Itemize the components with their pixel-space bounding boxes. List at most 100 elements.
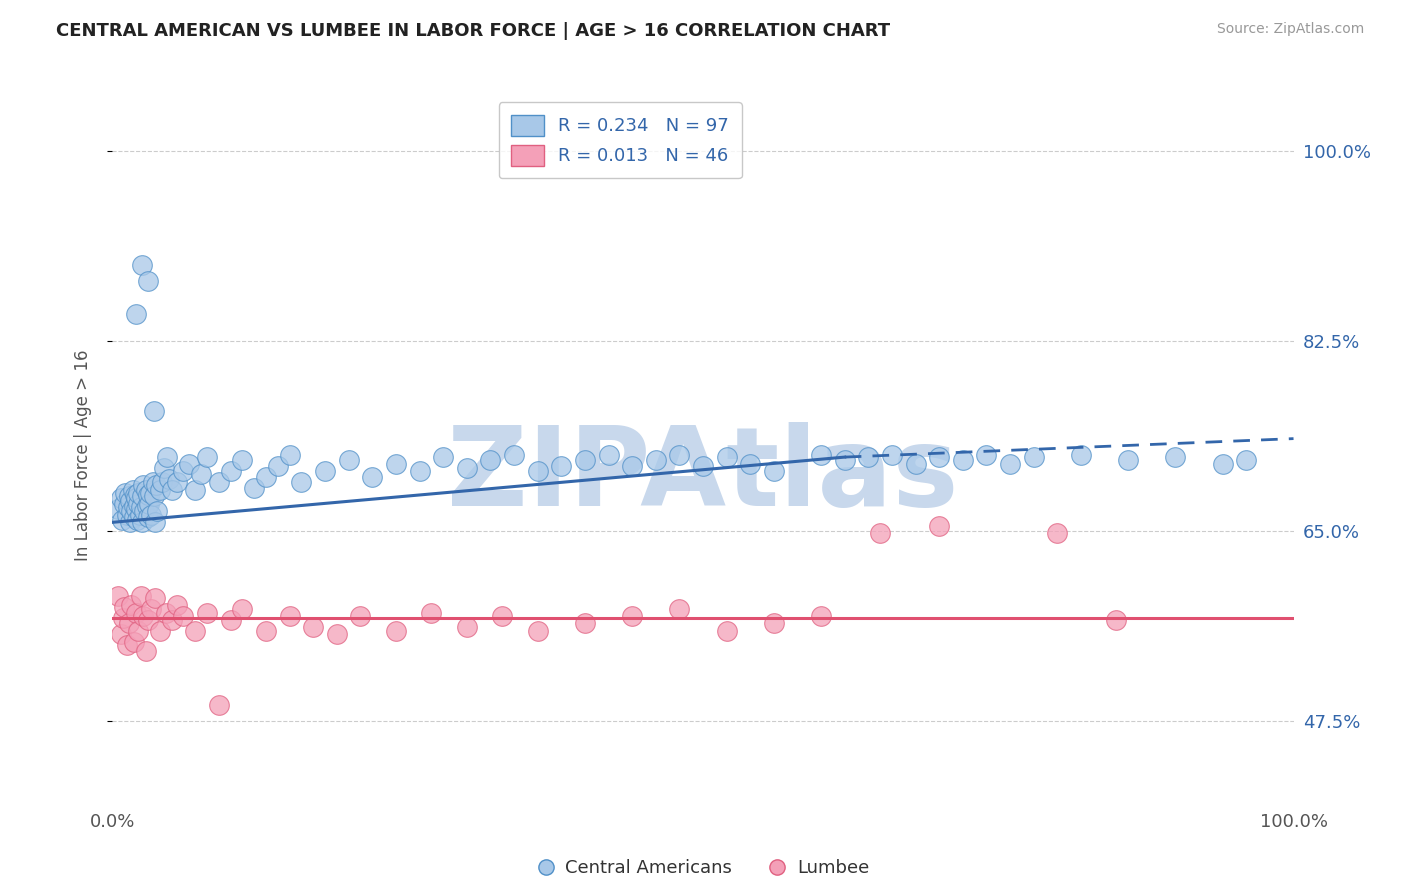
Point [155, 606, 177, 620]
Point [810, 608, 832, 623]
Point [491, 608, 513, 623]
Point [219, 613, 242, 627]
Point [111, 513, 134, 527]
Point [290, 475, 312, 489]
Point [456, 461, 478, 475]
Point [184, 624, 207, 638]
Point [142, 404, 165, 418]
Point [142, 475, 165, 489]
Point [107, 502, 129, 516]
Point [115, 638, 138, 652]
Point [131, 489, 153, 503]
Point [115, 508, 138, 522]
Point [122, 499, 145, 513]
Point [254, 624, 277, 638]
Point [112, 497, 135, 511]
Point [243, 481, 266, 495]
Point [550, 458, 572, 473]
Point [976, 448, 998, 462]
Point [141, 508, 163, 522]
Point [928, 518, 950, 533]
Point [157, 472, 180, 486]
Point [952, 453, 974, 467]
Point [125, 491, 148, 506]
Point [385, 624, 408, 638]
Point [120, 493, 142, 508]
Point [131, 516, 153, 530]
Point [136, 509, 159, 524]
Point [122, 635, 145, 649]
Point [810, 448, 832, 462]
Point [125, 502, 148, 516]
Point [107, 589, 129, 603]
Point [110, 491, 132, 506]
Point [120, 504, 142, 518]
Point [134, 504, 156, 518]
Point [156, 450, 179, 464]
Point [302, 620, 325, 634]
Point [1212, 457, 1234, 471]
Point [131, 258, 153, 272]
Point [149, 624, 172, 638]
Text: ZIPAtlas: ZIPAtlas [447, 422, 959, 529]
Point [526, 464, 548, 478]
Point [326, 627, 349, 641]
Point [420, 606, 443, 620]
Point [195, 606, 218, 620]
Point [150, 475, 173, 489]
Point [598, 448, 620, 462]
Point [135, 483, 157, 497]
Point [998, 457, 1021, 471]
Point [869, 526, 891, 541]
Point [267, 458, 290, 473]
Point [145, 478, 167, 492]
Point [479, 453, 502, 467]
Point [112, 600, 135, 615]
Point [127, 513, 149, 527]
Point [762, 464, 785, 478]
Legend: Central Americans, Lumbee: Central Americans, Lumbee [529, 852, 877, 884]
Point [138, 497, 160, 511]
Point [112, 611, 135, 625]
Point [114, 486, 136, 500]
Point [118, 616, 141, 631]
Point [1022, 450, 1045, 464]
Point [172, 464, 194, 478]
Point [1116, 453, 1139, 467]
Point [166, 598, 188, 612]
Point [668, 602, 690, 616]
Point [141, 602, 163, 616]
Point [503, 448, 526, 462]
Point [132, 478, 155, 492]
Point [160, 483, 183, 497]
Point [136, 274, 159, 288]
Point [190, 467, 212, 482]
Point [208, 698, 231, 712]
Point [361, 469, 384, 483]
Point [928, 450, 950, 464]
Point [184, 483, 207, 497]
Point [135, 643, 157, 657]
Point [1164, 450, 1187, 464]
Point [142, 489, 165, 503]
Point [858, 450, 880, 464]
Point [880, 448, 903, 462]
Point [124, 488, 146, 502]
Point [139, 486, 162, 500]
Point [456, 620, 478, 634]
Point [125, 307, 148, 321]
Point [117, 500, 139, 514]
Point [278, 608, 301, 623]
Point [120, 516, 142, 530]
Point [337, 453, 360, 467]
Point [668, 448, 690, 462]
Point [127, 497, 149, 511]
Point [127, 624, 149, 638]
Point [125, 606, 148, 620]
Point [143, 516, 166, 530]
Point [231, 453, 253, 467]
Point [136, 613, 159, 627]
Text: Source: ZipAtlas.com: Source: ZipAtlas.com [1216, 22, 1364, 37]
Point [716, 624, 738, 638]
Text: CENTRAL AMERICAN VS LUMBEE IN LABOR FORCE | AGE > 16 CORRELATION CHART: CENTRAL AMERICAN VS LUMBEE IN LABOR FORC… [56, 22, 890, 40]
